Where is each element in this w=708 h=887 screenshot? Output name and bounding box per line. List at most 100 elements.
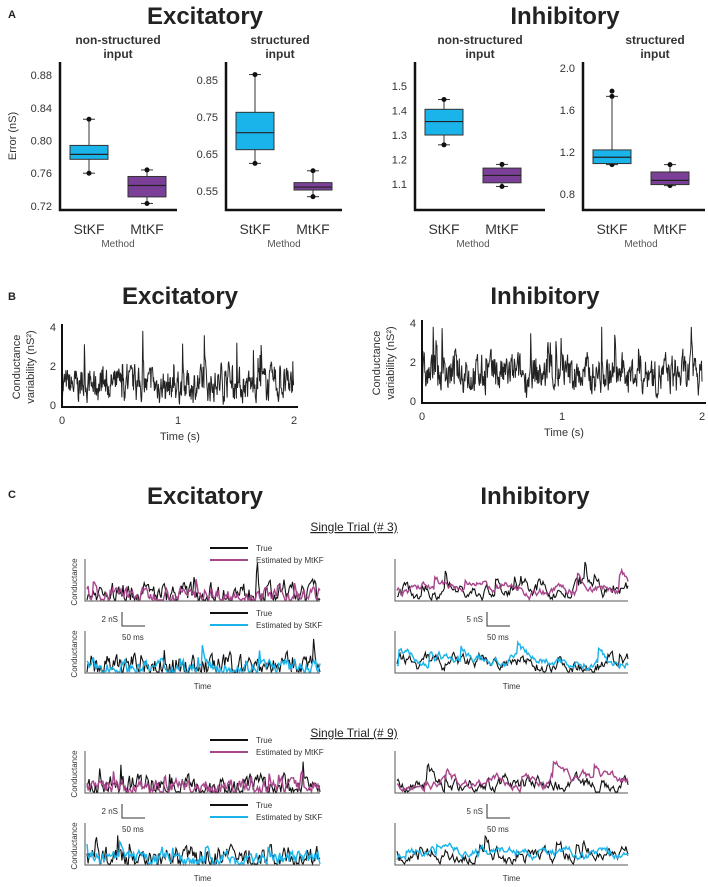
plot-title-line1: structured [250,33,309,47]
plot-title-line1: non-structured [437,33,522,47]
scale-bar-x-label: 50 ms [487,825,509,834]
legend-true-label: True [256,544,273,553]
scale-bar [121,612,145,627]
conductance-trace [61,330,295,405]
box-mtkf [293,182,333,191]
scale-bar-x-label: 50 ms [122,633,144,642]
max-point [441,96,447,102]
mtkf-estimate-trace [396,567,629,602]
x-axis-label: Time [503,874,521,883]
x-tick-label: 1 [559,411,565,423]
category-label: StKF [428,221,459,237]
true-trace [396,561,629,602]
max-point [144,167,150,173]
category-label: MtKF [485,221,518,237]
scale-bar-y-label: 2 nS [102,807,118,816]
stkf-estimate-trace [86,839,321,867]
y-tick-label: 0.8 [560,189,575,201]
legend-true-label: True [256,736,273,745]
y-axis-label: Error (nS) [7,112,19,160]
y-tick-label: 2 [50,361,56,373]
box-stkf [235,111,275,151]
max-point [609,93,615,99]
y-tick-label: 1.1 [392,179,407,191]
true-trace [86,562,321,602]
scale-bar [121,804,145,819]
axis-lines [84,631,320,674]
axis-lines [421,320,706,404]
trial-3-title: Single Trial (# 3) [310,520,397,534]
scale-bar-y-label: 2 nS [102,615,118,624]
x-tick-label: 0 [59,415,65,427]
box-stkf [69,144,109,160]
y-tick-label: 1.3 [392,130,407,142]
axis-lines [58,62,177,212]
axis-lines [61,324,298,408]
conductance-trace [421,326,703,399]
y-tick-label: 4 [410,318,416,330]
max-point [499,161,505,167]
title-a-excitatory: Excitatory [147,3,264,30]
box-stkf [424,108,464,136]
min-point [86,170,92,176]
plot-title-line2: input [465,47,494,61]
y-tick-label: 4 [50,322,56,334]
true-trace [396,762,629,794]
x-axis-label: Method [624,239,657,250]
min-point [310,194,316,200]
axis-lines [84,559,320,602]
x-axis-label: Method [101,239,134,250]
y-axis-label: Conductance [70,558,79,606]
outlier-point [609,88,615,94]
x-axis-label: Time (s) [544,427,584,439]
x-axis-label: Time [503,682,521,691]
axis-lines [84,823,320,866]
x-tick-label: 2 [699,411,705,423]
legend-estimate-label: Estimated by MtKF [256,748,324,757]
scale-bar [486,804,510,819]
y-tick-label: 1.2 [560,147,575,159]
y-tick-label: 1.4 [392,106,407,118]
y-axis-label: Conductance [70,630,79,678]
y-tick-label: 0.76 [31,168,52,180]
x-axis-label: Time (s) [160,431,200,443]
axis-lines [413,62,545,212]
true-trace [396,650,629,674]
scale-bar-y-label: 5 nS [467,807,483,816]
title-c-excitatory: Excitatory [147,483,264,510]
y-tick-label: 0.85 [197,75,218,87]
y-axis-label: Conductance [70,750,79,798]
mtkf-estimate-trace [86,579,321,603]
min-point [252,160,258,166]
min-point [441,142,447,148]
stkf-estimate-trace [396,842,629,862]
y-tick-label: 0 [50,400,56,412]
max-point [667,162,673,168]
title-b-inhibitory: Inhibitory [490,283,600,310]
traces-inhibitory: 5 nS 50 ms Time [394,751,629,883]
axis-lines [394,631,628,674]
y-tick-label: 0.84 [31,103,52,115]
panel-label-a: A [8,9,16,21]
y-tick-label: 0.80 [31,135,52,147]
category-label: MtKF [130,221,163,237]
category-label: MtKF [653,221,686,237]
axis-lines [394,823,628,866]
legend-true-label: True [256,801,273,810]
timeseries-plot-excitatory: 0 2 4 0 1 2 Time (s) Conductance variability (nS… [11,322,298,443]
x-axis-label: Method [267,239,300,250]
legend-true-label: True [256,609,273,618]
min-point [499,183,505,189]
y-tick-label: 0.72 [31,201,52,213]
x-tick-label: 1 [175,415,181,427]
category-label: StKF [239,221,270,237]
scale-bar-y-label: 5 nS [467,615,483,624]
title-c-inhibitory: Inhibitory [480,483,590,510]
axis-lines [581,62,705,212]
y-tick-label: 2.0 [560,63,575,75]
title-a-inhibitory: Inhibitory [510,3,620,30]
timeseries-plot-inhibitory: 0 2 4 0 1 2 Time (s) Conductance variability (nS… [371,318,706,439]
y-tick-label: 1.2 [392,155,407,167]
